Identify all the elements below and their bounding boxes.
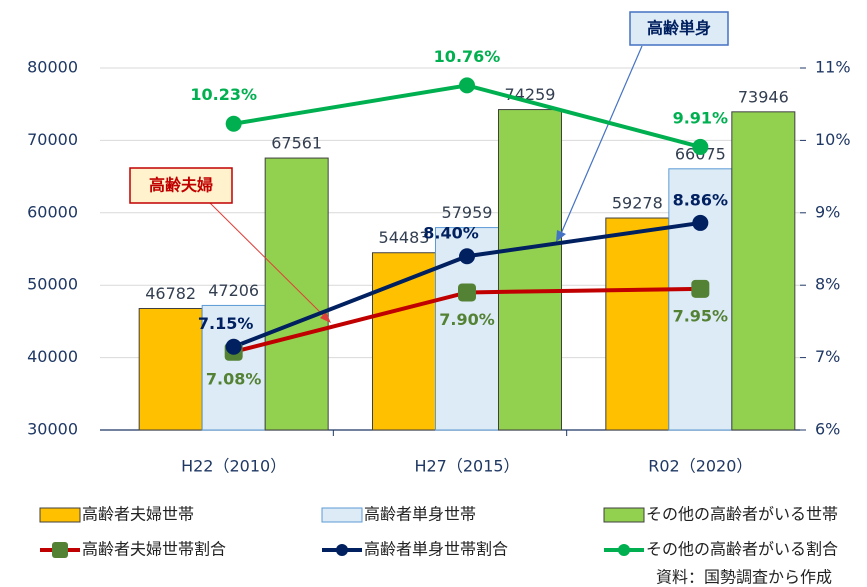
bar	[138, 307, 203, 431]
line-value-label: 7.15%	[198, 314, 254, 333]
marker	[225, 338, 242, 355]
annotation-couple: 高齢夫婦	[129, 167, 331, 323]
bar	[264, 157, 329, 431]
line-value-label: 9.91%	[673, 108, 729, 127]
legend-swatch	[321, 507, 363, 523]
bar-value-label: 73946	[738, 87, 789, 106]
x-tick-label: H22（2010）	[181, 457, 286, 476]
bar-value-label: 46782	[145, 284, 196, 303]
annotation-single: 高齢単身	[556, 11, 729, 242]
bar-value-label: 67561	[271, 134, 322, 153]
bar-value-label: 54483	[379, 228, 430, 247]
y2-tick-label: 8%	[815, 275, 840, 294]
x-tick-label: H27（2015）	[414, 457, 519, 476]
line-value-label: 10.23%	[190, 85, 257, 104]
y2-tick-label: 9%	[815, 202, 840, 221]
bar-value-label: 57959	[442, 203, 493, 222]
plot: 30000 40000 50000 60000 70000 80000 6% 7% 8% 9% 10…	[27, 58, 850, 476]
bar	[498, 109, 562, 431]
annotation-text: 高齢夫婦	[149, 176, 213, 195]
legend-swatch	[39, 507, 81, 523]
legend-label: その他の高齢者がいる世帯	[646, 505, 838, 524]
arrow-head	[320, 312, 331, 323]
source: 資料：国勢調査から作成	[656, 568, 832, 587]
line-value-label: 7.95%	[673, 306, 729, 325]
bar-value-label: 47206	[208, 281, 259, 300]
marker	[692, 138, 709, 155]
y-tick-label: 70000	[27, 130, 78, 149]
legend-swatch	[603, 507, 645, 523]
y-tick-label: 30000	[27, 420, 78, 439]
arrow	[559, 45, 643, 237]
y2-tick-label: 11%	[815, 58, 851, 77]
y-tick-label: 50000	[27, 275, 78, 294]
marker	[225, 115, 242, 132]
y2-tick-label: 6%	[815, 420, 840, 439]
legend-label: 高齢者夫婦世帯割合	[82, 540, 226, 559]
marker	[691, 279, 710, 298]
line-value-label: 8.40%	[423, 224, 479, 243]
legend-marker	[52, 542, 68, 558]
bar-value-label: 59278	[612, 194, 663, 213]
x-tick-label: R02（2020）	[648, 457, 752, 476]
legend-marker	[336, 544, 348, 556]
marker	[459, 77, 475, 94]
y-tick-label: 40000	[27, 347, 78, 366]
line-value-label: 7.90%	[439, 310, 495, 329]
y-tick-label: 80000	[27, 58, 78, 77]
line-value-label: 8.86%	[673, 190, 729, 209]
legend-label: 高齢者単身世帯割合	[364, 540, 508, 559]
legend-marker	[618, 544, 630, 556]
line-value-label: 10.76%	[434, 47, 501, 66]
y2-tick-label: 10%	[815, 130, 851, 149]
legend-label: 高齢者単身世帯	[364, 505, 476, 524]
marker	[459, 248, 475, 265]
annotation-text: 高齢単身	[647, 19, 711, 38]
y-tick-label: 60000	[27, 202, 78, 221]
arrow	[209, 202, 327, 319]
marker	[458, 283, 476, 302]
bar	[605, 217, 670, 431]
arrow-head	[556, 230, 566, 242]
bar	[201, 304, 266, 431]
bar	[668, 168, 733, 431]
bar	[731, 111, 796, 431]
marker	[692, 214, 709, 231]
annotation-box	[129, 167, 233, 204]
line-value-label: 7.08%	[206, 369, 262, 388]
legend-label: その他の高齢者がいる割合	[646, 540, 838, 559]
legend-label: 高齢者夫婦世帯	[82, 505, 194, 524]
y2-tick-label: 7%	[815, 347, 840, 366]
annotation-box	[629, 11, 729, 46]
